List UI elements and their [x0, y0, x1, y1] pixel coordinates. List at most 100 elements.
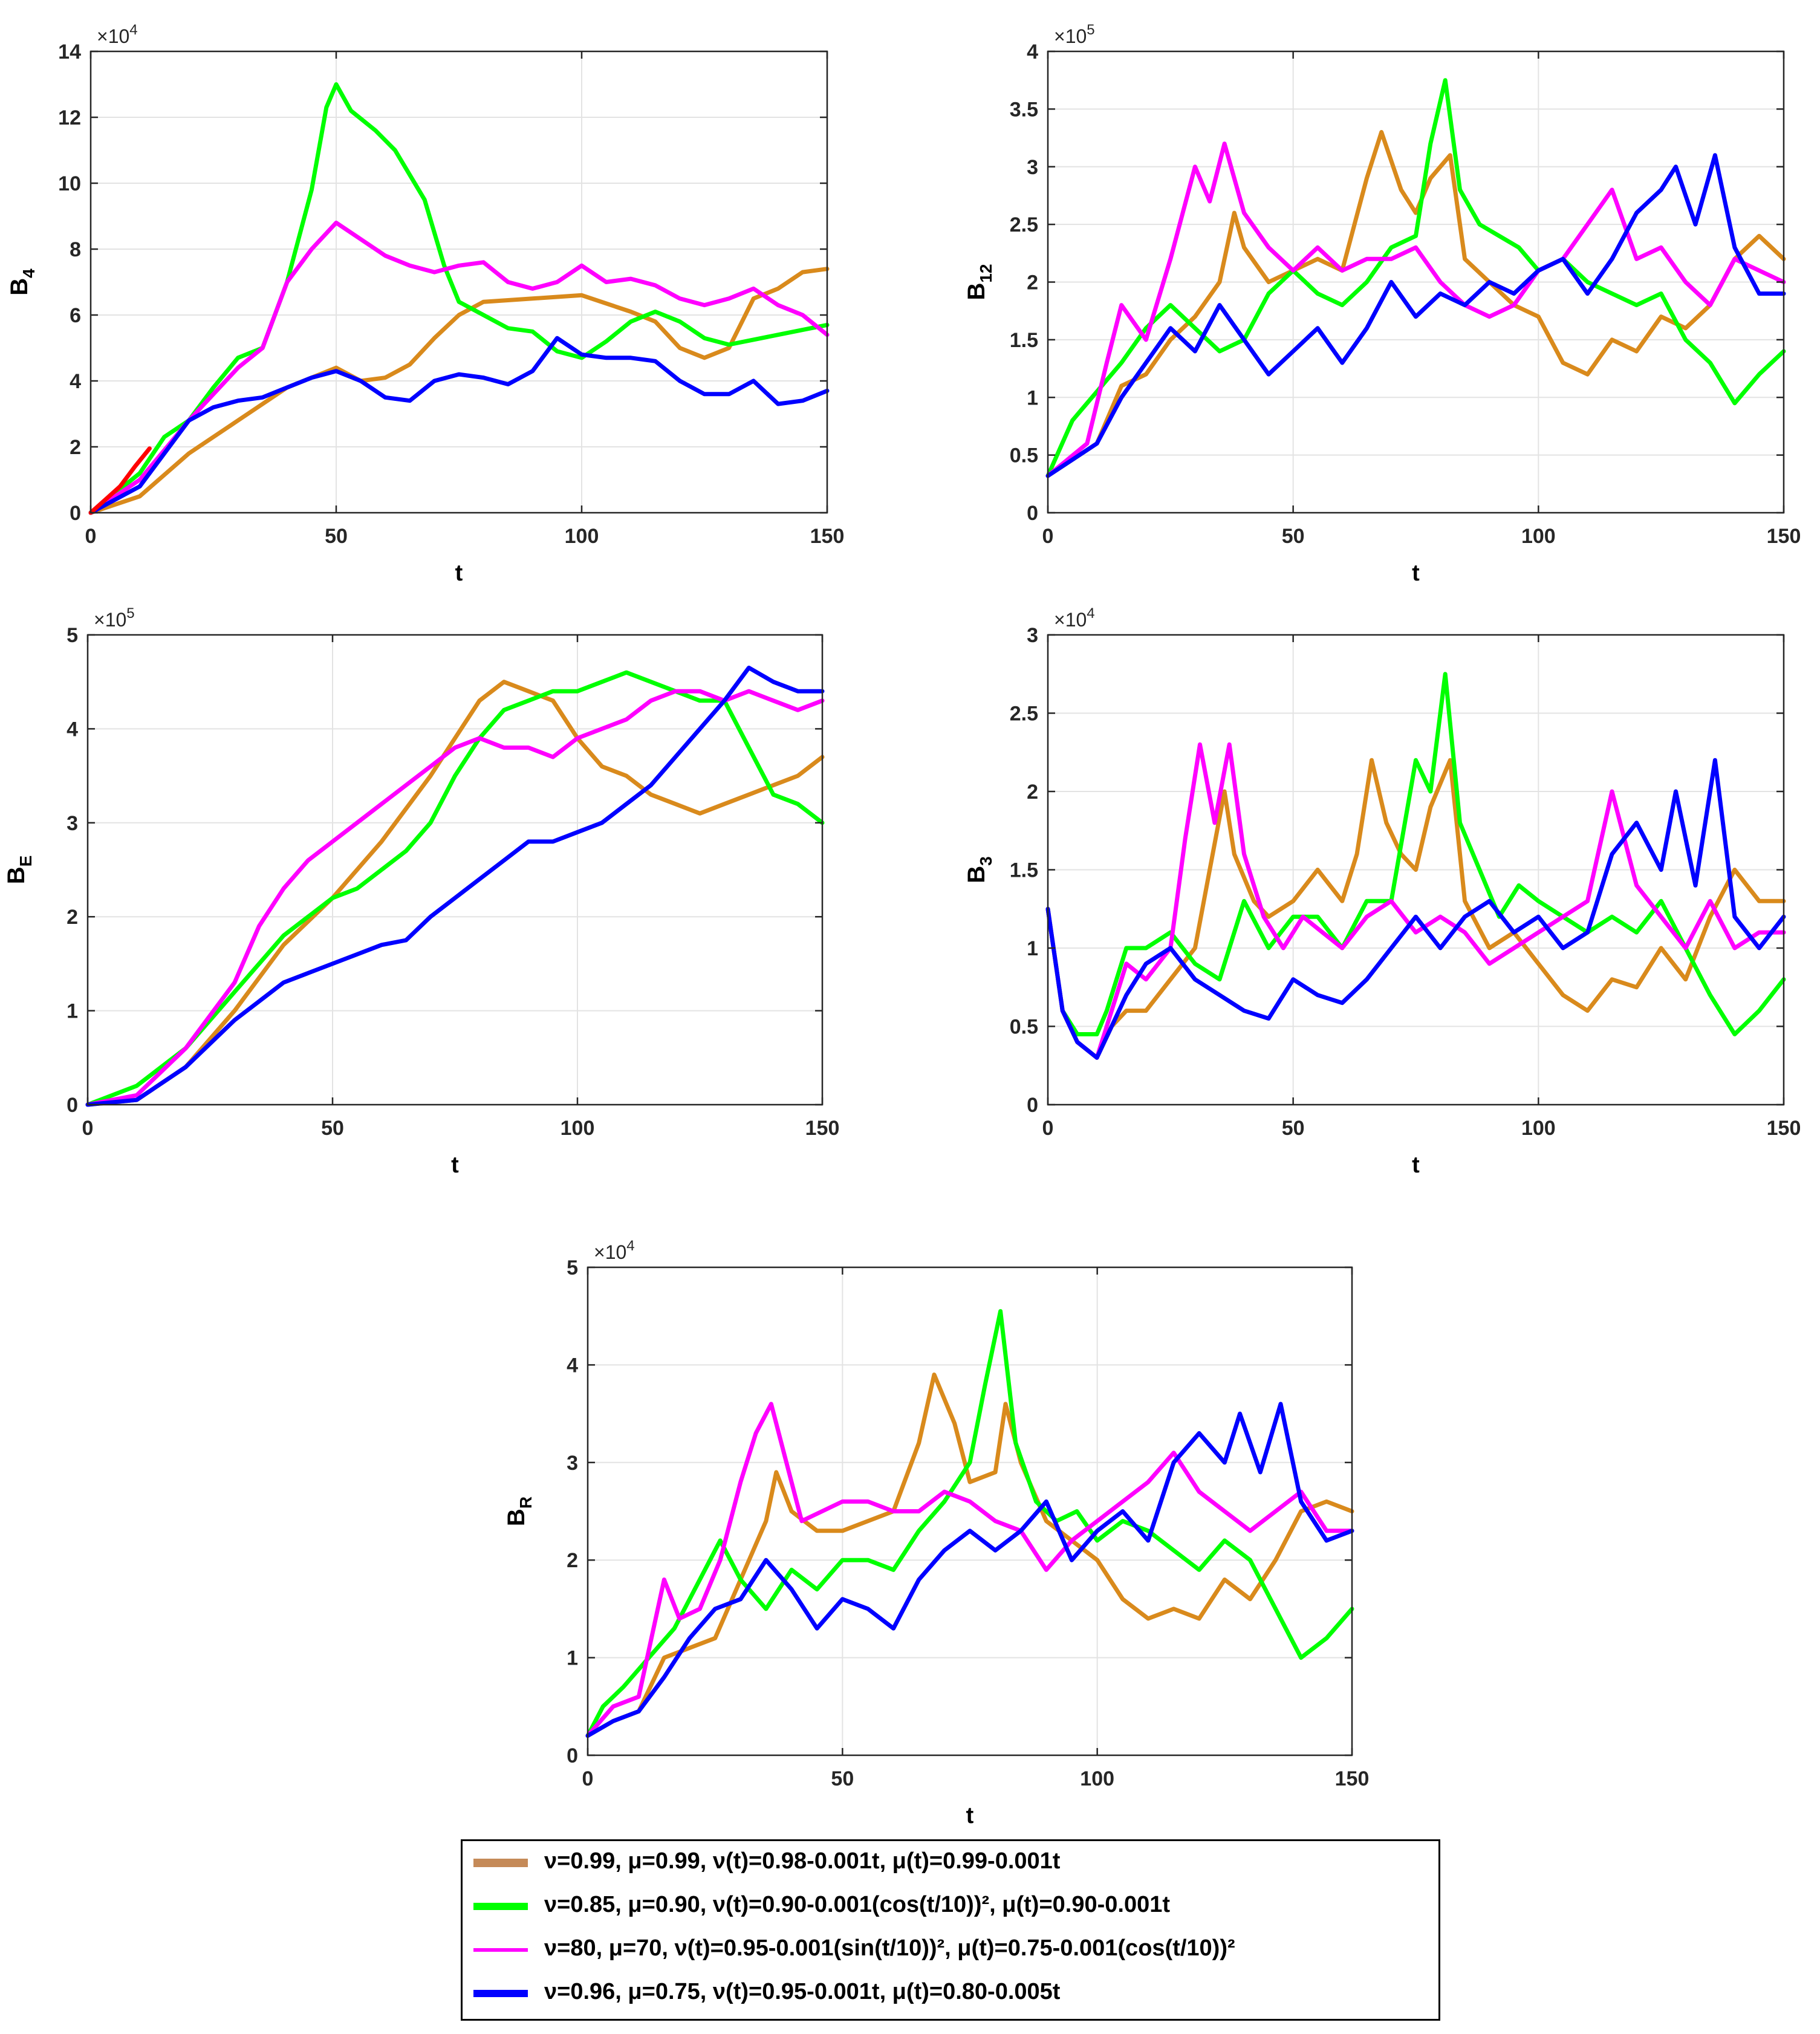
series-line-brown: [88, 267, 830, 515]
legend-swatch-blue: [473, 1990, 528, 1997]
y-tick-label: 0.5: [1010, 444, 1038, 467]
y-tick-label: 1: [567, 1647, 578, 1670]
y-axis-label: BR: [503, 1496, 535, 1526]
y-tick-label: 0: [567, 1744, 578, 1767]
y-tick-label: 5: [567, 1256, 578, 1279]
y-tick-label: 8: [70, 238, 81, 261]
series-line-green: [88, 82, 830, 515]
x-tick-label: 0: [1042, 1117, 1054, 1140]
y-tick-label: 2: [1027, 781, 1038, 804]
x-tick-label: 100: [561, 1117, 595, 1140]
y-tick-label: 3: [67, 812, 78, 835]
y-tick-label: 0: [70, 502, 81, 525]
y-tick-label: 2: [70, 436, 81, 459]
y-tick-label: 1: [67, 1000, 78, 1023]
x-tick-label: 100: [1080, 1767, 1114, 1790]
legend-entry-blue: ν=0.96, μ=0.75, ν(t)=0.95-0.001t, μ(t)=0…: [463, 1975, 1438, 2012]
series-line-green: [585, 1309, 1354, 1738]
plot-area: [88, 635, 822, 1105]
y-tick-label: 1: [1027, 937, 1038, 960]
y-tick-label: 1.5: [1010, 859, 1038, 882]
y-tick-label: 10: [58, 172, 81, 195]
x-tick-label: 150: [1767, 1117, 1801, 1140]
x-tick-label: 150: [805, 1117, 840, 1140]
x-tick-label: 50: [1282, 525, 1305, 548]
x-axis-label: t: [1412, 1152, 1420, 1178]
series-line-magenta: [585, 1402, 1354, 1738]
y-tick-label: 2.5: [1010, 213, 1038, 236]
series-line-green: [1045, 672, 1786, 1036]
y-tick-label: 0.5: [1010, 1016, 1038, 1039]
y-tick-label: 2: [1027, 271, 1038, 294]
plot-area: [588, 1267, 1352, 1755]
axes-box: [86, 634, 824, 1106]
x-tick-label: 0: [1042, 525, 1054, 548]
y-multiplier: ×104: [594, 1238, 635, 1263]
series-line-blue: [88, 336, 830, 515]
y-axis-label: BE: [3, 856, 35, 885]
series-line-blue: [85, 665, 825, 1107]
chart-BR: 0 50 100 150 0 1 2 3 4 5 ×104 t BR: [503, 1238, 1369, 1828]
y-tick-label: 4: [1027, 41, 1038, 63]
y-tick-label: 4: [70, 370, 81, 393]
x-tick-label: 50: [325, 525, 348, 548]
x-tick-label: 150: [810, 525, 845, 548]
x-tick-label: 150: [1335, 1767, 1370, 1790]
x-tick-label: 100: [1521, 525, 1556, 548]
x-tick-label: 100: [565, 525, 599, 548]
series-line-magenta: [1045, 742, 1786, 1060]
series-line-green: [85, 670, 825, 1107]
y-tick-label: 5: [67, 624, 78, 647]
x-tick-label: 0: [85, 525, 97, 548]
series-line-red-initial: [88, 446, 152, 515]
y-axis-label: B3: [963, 856, 995, 883]
y-axis-label: B12: [963, 264, 995, 300]
legend-label-magenta: ν=80, μ=70, ν(t)=0.95-0.001(sin(t/10))²,…: [544, 1935, 1235, 1961]
y-tick-label: 6: [70, 304, 81, 327]
y-tick-label: 2: [567, 1549, 578, 1572]
legend-entry-green: ν=0.85, μ=0.90, ν(t)=0.90-0.001(cos(t/10…: [463, 1888, 1438, 1925]
x-tick-label: 100: [1521, 1117, 1556, 1140]
y-tick-label: 3: [1027, 624, 1038, 647]
series-line-brown: [585, 1373, 1354, 1738]
legend-entry-brown: ν=0.99, μ=0.99, ν(t)=0.98-0.001t, μ(t)=0…: [463, 1845, 1438, 1881]
y-multiplier: ×104: [1054, 605, 1095, 631]
y-tick-label: 12: [58, 106, 81, 129]
legend-label-green: ν=0.85, μ=0.90, ν(t)=0.90-0.001(cos(t/10…: [544, 1892, 1171, 1917]
y-tick-label: 2: [67, 906, 78, 929]
legend-swatch-green: [473, 1903, 528, 1910]
series-line-blue: [585, 1402, 1354, 1738]
legend-entry-magenta: ν=80, μ=70, ν(t)=0.95-0.001(sin(t/10))²,…: [463, 1932, 1438, 1968]
y-tick-label: 0: [67, 1094, 78, 1117]
series-line-brown: [1045, 758, 1786, 1060]
series-line-blue: [1045, 153, 1786, 478]
y-tick-label: 0: [1027, 1094, 1038, 1117]
y-tick-label: 1.5: [1010, 329, 1038, 352]
chart-B4: 0 50 100 150 0 2 4 6 8 10 12 14 ×104 t B4: [6, 22, 844, 586]
chart-B12: 0 50 100 150 0 0.5 1 1.5 2 2.5 3 3.5 4 ×105 t B12: [963, 22, 1801, 586]
x-tick-label: 50: [321, 1117, 344, 1140]
series-line-brown: [1045, 130, 1786, 478]
legend-label-blue: ν=0.96, μ=0.75, ν(t)=0.95-0.001t, μ(t)=0…: [544, 1979, 1061, 2004]
y-tick-label: 4: [567, 1354, 578, 1377]
y-tick-label: 3: [567, 1452, 578, 1475]
legend-swatch-brown: [473, 1859, 528, 1867]
x-axis-label: t: [966, 1803, 974, 1828]
series-line-magenta: [85, 689, 825, 1107]
axes-box: [89, 50, 828, 514]
series-line-magenta: [88, 220, 830, 515]
legend: ν=0.99, μ=0.99, ν(t)=0.98-0.001t, μ(t)=0…: [461, 1839, 1440, 2021]
y-tick-label: 0: [1027, 502, 1038, 525]
y-tick-label: 2.5: [1010, 703, 1038, 726]
y-multiplier: ×105: [94, 605, 135, 631]
x-tick-label: 0: [82, 1117, 94, 1140]
x-tick-label: 50: [831, 1767, 854, 1790]
x-axis-label: t: [1412, 560, 1420, 586]
y-axis-label: B4: [6, 268, 38, 296]
series-line-green: [1045, 78, 1786, 478]
legend-label-brown: ν=0.99, μ=0.99, ν(t)=0.98-0.001t, μ(t)=0…: [544, 1848, 1061, 1874]
y-tick-label: 4: [67, 718, 78, 741]
chart-BE: 0 50 100 150 0 1 2 3 4 5 ×105 t BE: [3, 605, 839, 1178]
axes-box: [587, 1266, 1353, 1756]
